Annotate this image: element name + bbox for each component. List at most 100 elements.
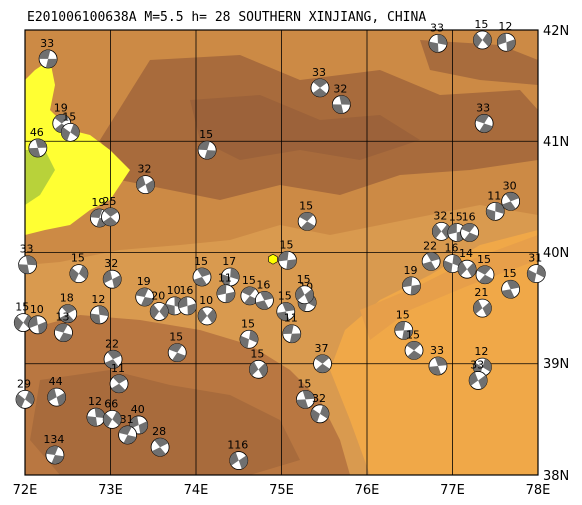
focal-mechanism-50: 28 — [150, 425, 170, 457]
beachball-quadrant-1 — [35, 138, 47, 148]
depth-label: 40 — [131, 403, 145, 416]
beachball-quadrant-1 — [506, 280, 520, 290]
beachball-quadrant-1 — [112, 374, 127, 384]
beachball-quadrant-1 — [477, 265, 492, 275]
depth-label: 11 — [284, 312, 298, 325]
focal-mechanism-23: 10 — [197, 294, 217, 326]
beachball-quadrant-0 — [178, 296, 188, 309]
focal-mechanism-59: 16 — [460, 210, 480, 242]
beachball-quadrant-1 — [315, 354, 330, 364]
depth-label: 66 — [104, 397, 118, 410]
focal-mechanism-61: 16 — [443, 242, 462, 274]
beachball-quadrant-1 — [107, 350, 122, 360]
beachball-quadrant-0 — [244, 295, 259, 305]
depth-label: 32 — [312, 392, 326, 405]
map-title: E201006100638A M=5.5 h= 28 SOUTHERN XINJ… — [27, 10, 426, 25]
beachball-quadrant-1 — [225, 291, 235, 303]
y-tick-40N: 40N — [543, 246, 569, 261]
depth-label: 15 — [199, 128, 213, 141]
beachball-quadrant-0 — [111, 383, 126, 393]
beachball-quadrant-0 — [282, 324, 294, 335]
beachball-quadrant-0 — [473, 300, 483, 315]
beachball-quadrant-1 — [260, 291, 274, 301]
beachball-quadrant-1 — [61, 304, 76, 314]
focal-mechanism-42: 29 — [15, 377, 35, 409]
beachball-quadrant-1 — [299, 212, 314, 222]
beachball-quadrant-1 — [241, 286, 256, 296]
depth-label: 37 — [315, 342, 329, 355]
fergana-green — [25, 150, 55, 205]
depth-label: 15 — [474, 18, 488, 31]
focal-mechanism-44: 134 — [43, 433, 64, 465]
beachball-quadrant-1 — [138, 421, 148, 434]
y-tick-42N: 42N — [543, 24, 569, 39]
focal-mechanism-69: 15 — [404, 328, 424, 360]
beachball-quadrant-0 — [296, 399, 309, 409]
depth-label: 28 — [152, 425, 166, 438]
focal-mechanism-64: 15 — [475, 253, 495, 285]
beachball-quadrant-1 — [461, 223, 476, 233]
depth-label: 15 — [477, 253, 491, 266]
beachball-quadrant-0 — [140, 297, 154, 307]
depth-label: 12 — [88, 395, 102, 408]
beachball-quadrant-0 — [278, 251, 289, 262]
focal-mechanism-34: 11 — [282, 312, 302, 344]
depth-label: 15 — [299, 199, 313, 212]
beachball-quadrant-0 — [310, 408, 320, 423]
x-tick-77E: 77E — [440, 483, 465, 498]
beachball-quadrant-1 — [475, 114, 489, 124]
focal-mechanism-21: 15 — [192, 255, 212, 287]
beachball-quadrant-0 — [18, 264, 30, 274]
beachball-quadrant-1 — [406, 341, 421, 351]
beachball-quadrant-0 — [221, 274, 231, 286]
beachball-quadrant-1 — [78, 265, 88, 280]
focal-mechanism-0: 33 — [38, 37, 58, 69]
depth-label: 15 — [279, 238, 293, 251]
focal-mechanism-72: 33 — [468, 358, 488, 390]
x-axis-labels: 72E 73E 74E 75E 76E 77E 78E — [13, 483, 551, 498]
depth-label: 16 — [462, 210, 476, 223]
beachball-quadrant-1 — [154, 438, 169, 448]
depth-label: 11 — [218, 272, 232, 285]
depth-label: 32 — [333, 83, 347, 96]
focal-mechanism-67: 21 — [473, 286, 492, 318]
tianshan-ridge-1 — [190, 95, 420, 160]
beachball-quadrant-0 — [276, 311, 290, 321]
beachball-quadrant-0 — [497, 33, 507, 46]
focal-mechanism-7: 33 — [18, 243, 37, 275]
beachball-quadrant-0 — [407, 350, 422, 360]
focal-mechanism-52: 15 — [473, 18, 492, 50]
beachball-quadrant-0 — [51, 454, 64, 464]
beachball-quadrant-1 — [313, 78, 328, 88]
focal-mechanism-47: 66 — [102, 397, 122, 429]
beachball-quadrant-0 — [240, 335, 250, 349]
beachball-quadrant-1 — [168, 343, 183, 353]
depth-label: 15 — [15, 301, 29, 314]
beachball-quadrant-0 — [47, 388, 57, 402]
depth-label: 12 — [91, 293, 105, 306]
beachball-quadrant-0 — [295, 286, 305, 301]
focal-mechanism-31: 15 — [276, 289, 296, 321]
pamir-high — [30, 370, 300, 475]
beachball-quadrant-1 — [230, 267, 240, 280]
depth-label: 134 — [43, 433, 64, 446]
focal-mechanism-12: 12 — [89, 293, 109, 325]
focal-mechanism-19: 16 — [178, 284, 197, 316]
focal-mechanism-57: 32 — [431, 209, 451, 241]
beachball-quadrant-1 — [536, 264, 546, 278]
focal-mechanism-63: 19 — [402, 264, 421, 296]
beachball-quadrant-1 — [54, 114, 69, 124]
depth-label: 12 — [498, 20, 512, 33]
focal-mechanism-65: 15 — [501, 267, 521, 299]
beachball-quadrant-0 — [123, 434, 137, 444]
beachball-quadrant-0 — [422, 261, 436, 271]
beachball-quadrant-0 — [14, 316, 24, 331]
beachball-quadrant-0 — [28, 147, 41, 157]
depth-label: 19 — [91, 196, 105, 209]
depth-label: 15 — [278, 289, 292, 302]
beachball-quadrant-1 — [135, 287, 149, 297]
focal-mechanism-56: 11 — [485, 189, 505, 221]
beachball-quadrant-0 — [429, 365, 442, 375]
focal-mechanism-39: 15 — [197, 128, 217, 160]
focal-mechanism-22: 17 — [220, 255, 240, 287]
